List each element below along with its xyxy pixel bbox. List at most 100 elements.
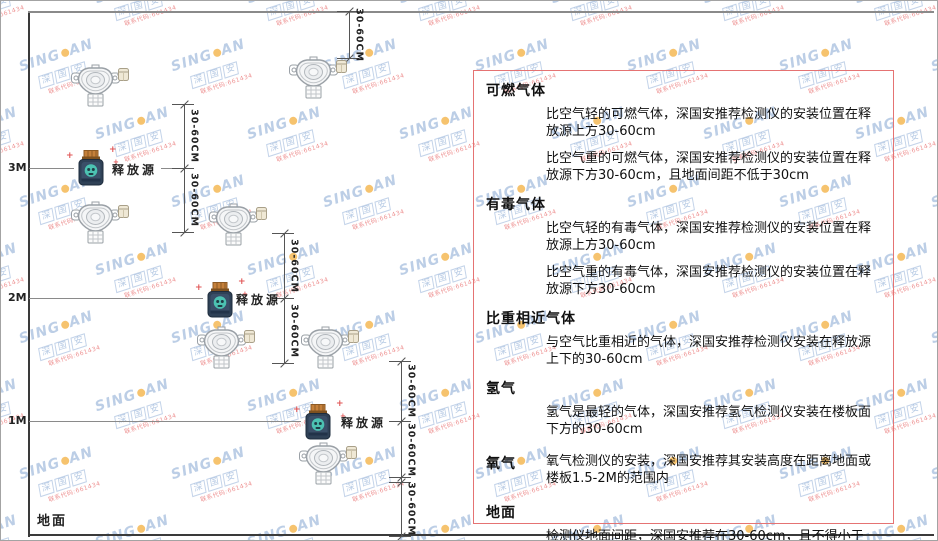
- brand-dot-icon: [59, 455, 70, 466]
- section-paragraph: 比空气重的有毒气体，深国安推荐检测仪的安装位置在释放源下方30-60cm: [546, 265, 872, 297]
- watermark-cjk-text: 深国安: [1, 1, 25, 21]
- watermark-code-text: 联系代码:661434: [123, 4, 178, 28]
- level-line: [29, 298, 203, 299]
- section-paragraph: 氢气是最轻的气体，深国安推荐氢气检测仪安装在楼板面下方的30-60cm: [546, 405, 872, 437]
- height-axis-line: [28, 11, 30, 537]
- brand-dot-icon: [211, 455, 222, 466]
- watermark-code-text: 联系代码:661434: [275, 4, 330, 28]
- watermark-code-text: 联系代码:661434: [123, 140, 178, 164]
- brand-dot-icon: [895, 387, 906, 398]
- gas-detector-icon: [197, 323, 255, 373]
- watermark-code-text: 联系代码:661434: [199, 72, 254, 96]
- release-source-label: 释放源: [341, 416, 387, 430]
- brand-dot-icon: [59, 47, 70, 58]
- brand-dot-icon: [59, 183, 70, 194]
- watermark-code-text: 联系代码:661434: [275, 140, 330, 164]
- guideline-section-1: 可燃气体 比空气轻的可燃气体，深国安推荐检测仪的安装位置在释放源上方30-60cm…: [486, 80, 881, 184]
- watermark-cjk-text: 深国安: [187, 50, 253, 90]
- brand-dot-icon: [439, 387, 450, 398]
- dimension-label: 30-60CM: [405, 482, 417, 536]
- watermark-code-text: 联系代码:661434: [731, 4, 786, 28]
- watermark-cjk-text: 深国安: [35, 322, 101, 362]
- brand-dot-icon: [363, 455, 374, 466]
- release-source-icon: + + +: [195, 278, 248, 322]
- release-source-icon: + + +: [66, 146, 119, 190]
- axis-height-label: 1M: [8, 414, 27, 427]
- section-heading: 比重相近气体: [486, 311, 576, 327]
- watermark-cjk-text: 深国安: [111, 118, 177, 158]
- section-heading: 氧气: [486, 456, 516, 472]
- watermark-cjk-text: 深国安: [1, 254, 25, 293]
- brand-dot-icon: [439, 251, 450, 262]
- brand-dot-icon: [287, 387, 298, 398]
- brand-dot-icon: [287, 115, 298, 126]
- watermark-code-text: 联系代码:661434: [123, 276, 178, 300]
- ground-label: 地面: [37, 514, 68, 529]
- section-paragraph: 与空气比重相近的气体，深国安推荐检测仪安装在释放源上下的30-60cm: [546, 335, 872, 367]
- level-line: [29, 421, 301, 422]
- gas-detector-icon: [289, 53, 347, 103]
- brand-dot-icon: [135, 115, 146, 126]
- guideline-section-5: 氧气 氧气检测仪的安装，深国安推荐其安装高度在距离地面或楼板1.5-2M的范围内: [486, 453, 881, 487]
- brand-dot-icon: [135, 387, 146, 398]
- ceiling-line: [28, 11, 934, 13]
- watermark-code-text: 联系代码:661434: [47, 344, 102, 368]
- guideline-section-6: 地面检测仪地面间距，深国安推荐在30-60cm，且不得小于30cm，因为过低容易…: [486, 502, 881, 540]
- dimension-label: 30-60CM: [288, 303, 300, 358]
- section-paragraph: 比空气重的可燃气体，深国安推荐检测仪的安装位置在释放源下方30-60cm，且地面…: [546, 151, 872, 183]
- section-heading: 可燃气体: [486, 83, 546, 99]
- section-paragraph: 比空气轻的可燃气体，深国安推荐检测仪的安装位置在释放源上方30-60cm: [546, 107, 872, 139]
- watermark-cjk-text: 深国安: [1, 118, 25, 157]
- watermark-cjk-text: 深国安: [415, 118, 481, 158]
- watermark-code-text: 联系代码:661434: [351, 208, 406, 232]
- dimension-label: 30-60CM: [405, 423, 417, 477]
- brand-dot-icon: [135, 251, 146, 262]
- watermark-cjk-text: 深国安: [263, 118, 329, 158]
- brand-dot-icon: [211, 47, 222, 58]
- watermark-code-text: 联系代码:661434: [883, 4, 938, 28]
- watermark-code-text: 联系代码:661434: [199, 480, 254, 504]
- guideline-section-3: 比重相近气体与空气比重相近的气体，深国安推荐检测仪安装在释放源上下的30-60c…: [486, 308, 881, 368]
- gas-detector-icon: [71, 198, 129, 248]
- brand-dot-icon: [135, 523, 146, 534]
- dimension-label: 30-60CM: [353, 7, 365, 62]
- gas-detector-icon: [299, 439, 357, 489]
- watermark-cjk-text: 深国安: [1, 526, 25, 540]
- guideline-section-2: 有毒气体 比空气轻的有毒气体，深国安推荐检测仪的安装位置在释放源上方30-60cm…: [486, 194, 881, 298]
- ground-line: [28, 534, 934, 536]
- gas-detector-icon: [71, 61, 129, 111]
- watermark-code-text: 联系代码:661434: [0, 140, 26, 164]
- watermark-cjk-text: 深国安: [187, 458, 253, 498]
- watermark-code-text: 联系代码:661434: [579, 4, 634, 28]
- watermark-code-text: 联系代码:661434: [351, 72, 406, 96]
- axis-height-label: 2M: [8, 291, 27, 304]
- release-source-icon: + + +: [293, 400, 346, 444]
- watermark-cjk-text: 深国安: [111, 254, 177, 294]
- brand-dot-icon: [59, 319, 70, 330]
